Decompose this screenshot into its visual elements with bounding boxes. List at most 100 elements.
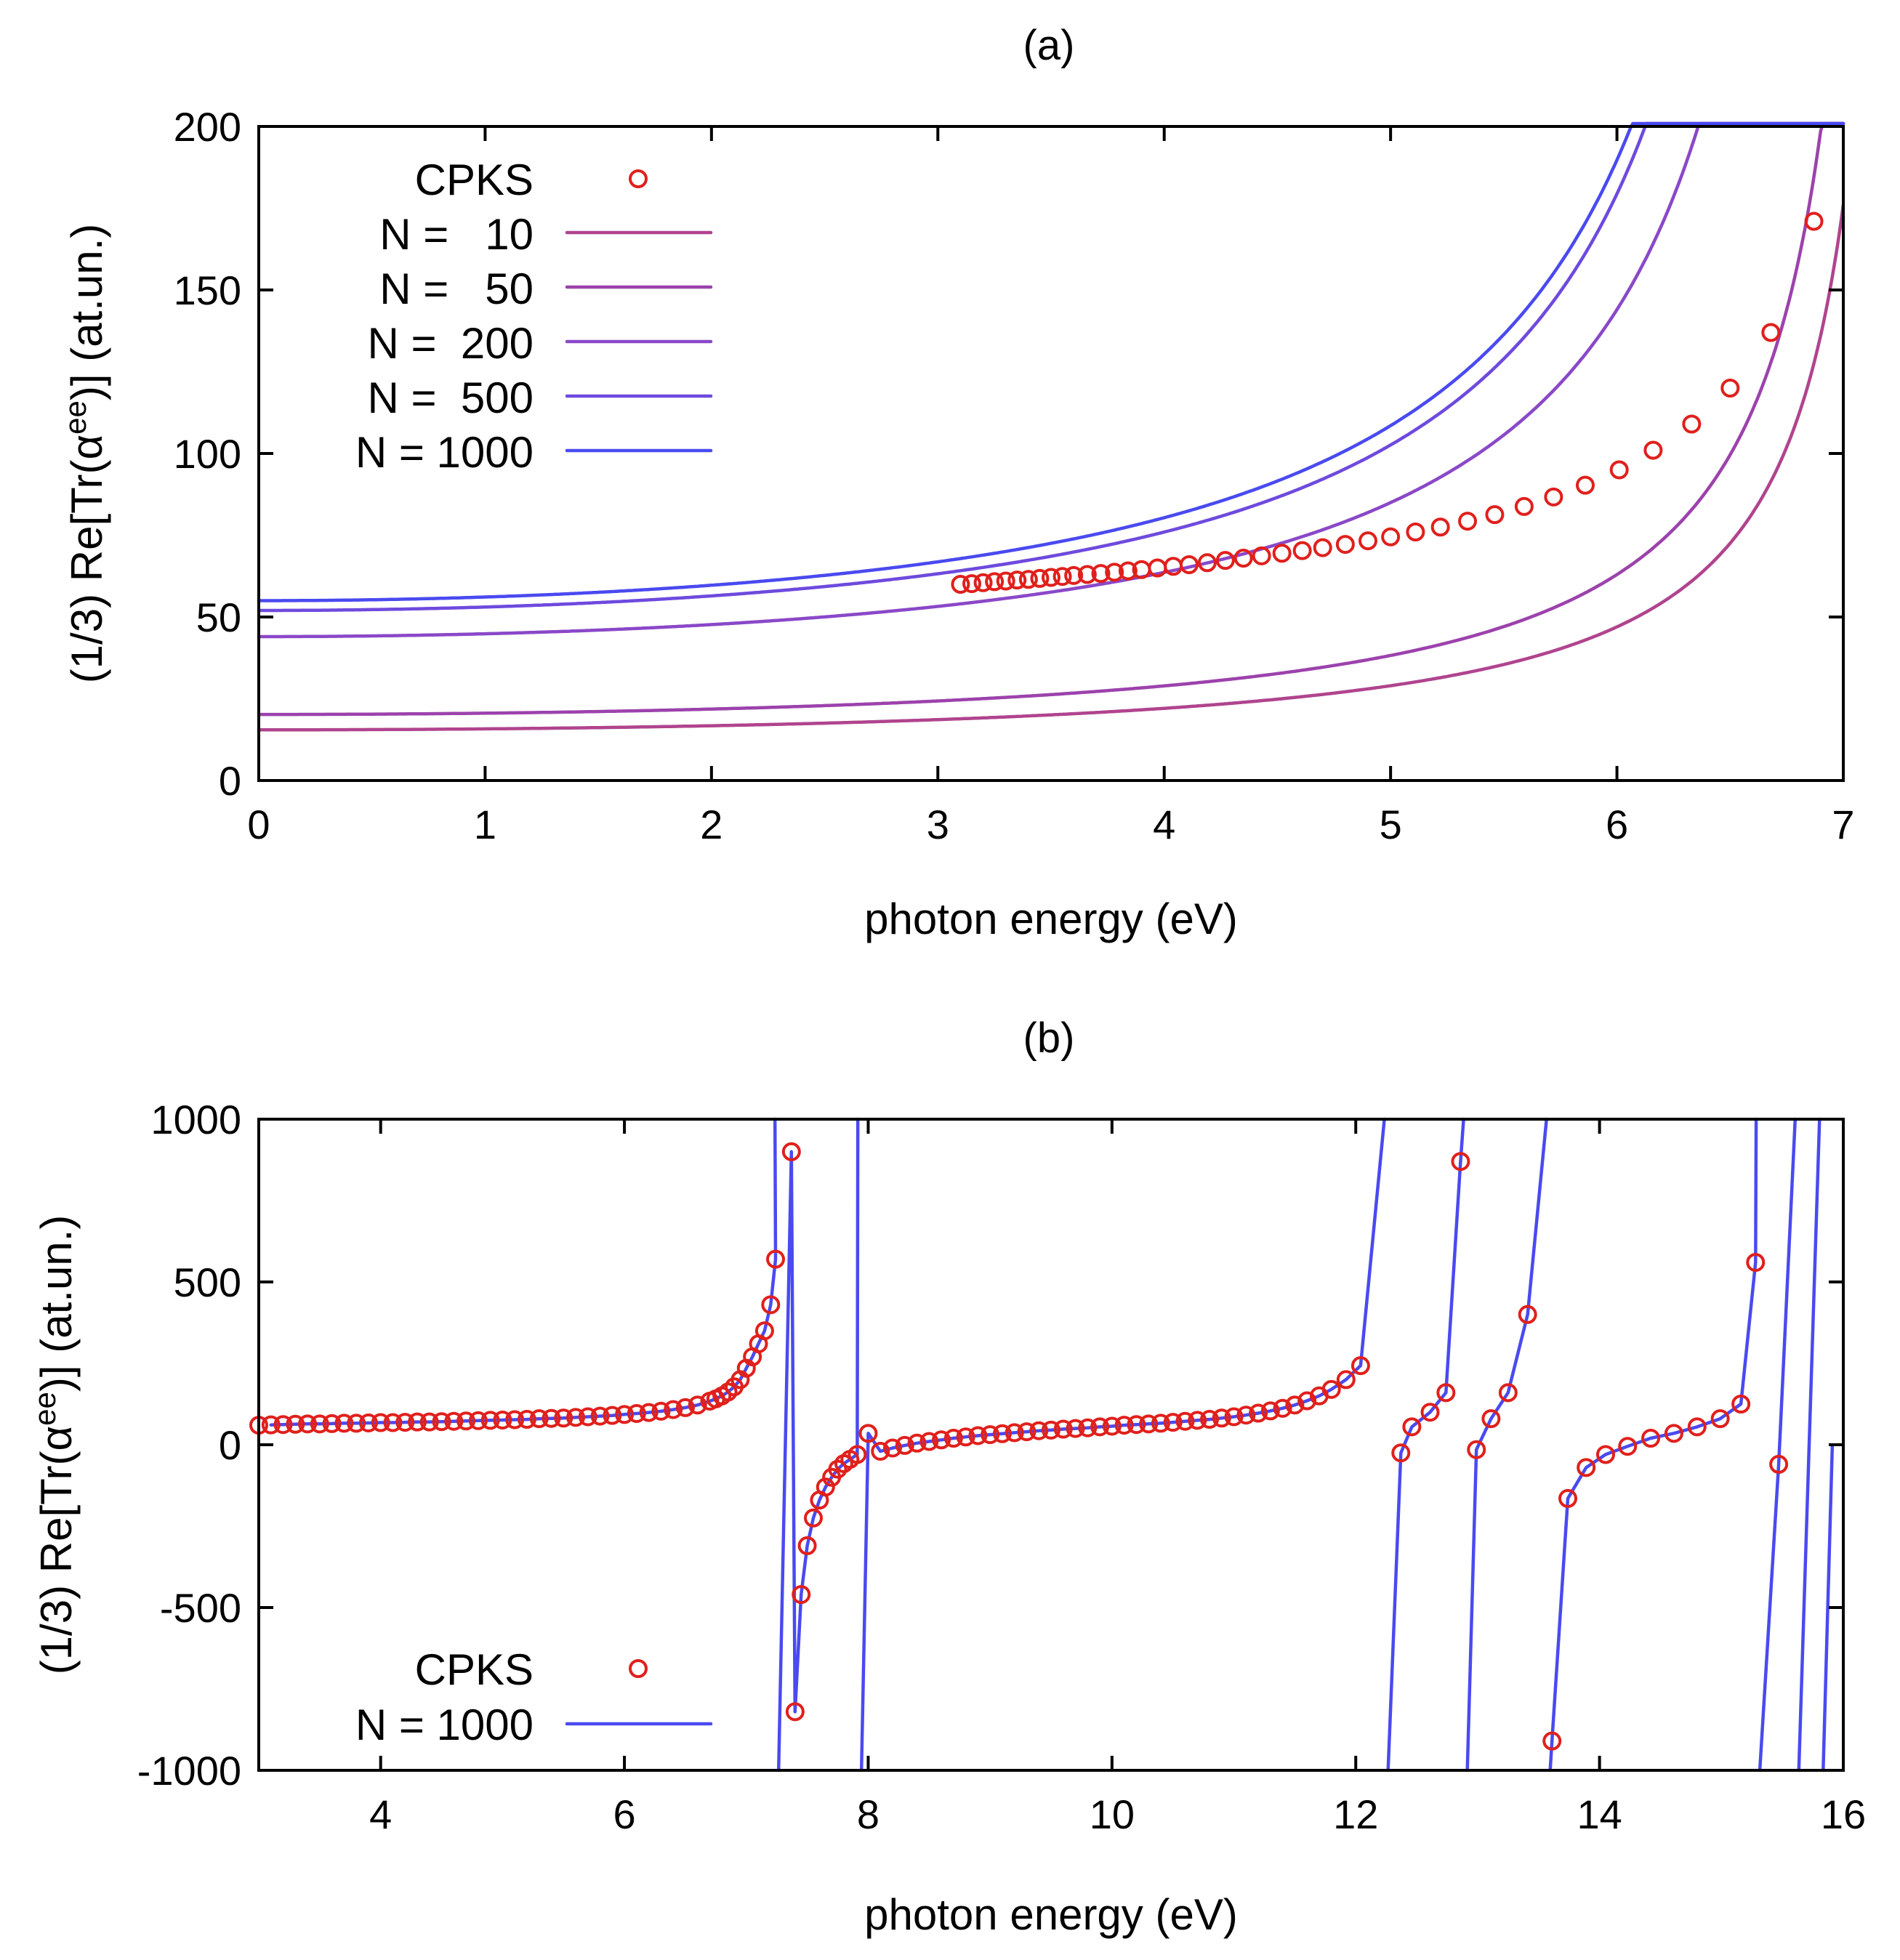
panel-b-cpks-point bbox=[334, 1413, 354, 1433]
panel-b-cpks-point bbox=[754, 1321, 774, 1341]
panel-a: (a) 0 1 2 3 4 5 6 7 0 50 100 150 200 photon energy (… bbox=[58, 22, 1855, 943]
panel-b-cpks-point bbox=[1175, 1411, 1195, 1431]
panel-a-cpks-point bbox=[1358, 531, 1377, 551]
panel-b-cpks-point bbox=[627, 1403, 646, 1423]
panel-b-cpks-point bbox=[480, 1411, 500, 1430]
legend-a-label-n50: N = 50 bbox=[379, 265, 534, 313]
panel-a-cpks-point bbox=[1575, 475, 1595, 495]
panel-b: (b) 4 6 8 10 12 14 16 -1000 -500 0 500 1000 photon … bbox=[28, 1015, 1866, 1939]
panel-b-line-n1000 bbox=[1386, 1117, 1465, 1773]
panel-b-cpks-point bbox=[310, 1414, 329, 1434]
panel-b-cpks-point bbox=[419, 1412, 439, 1432]
panel-b-cpks-point bbox=[675, 1398, 695, 1417]
panel-a-cpks-point bbox=[1430, 517, 1450, 537]
panel-a-cpks-point bbox=[1292, 541, 1312, 560]
panel-b-cpks-point bbox=[1139, 1414, 1159, 1434]
panel-b-cpks-point bbox=[968, 1426, 988, 1445]
panel-b-x-axis-label: photon energy (eV) bbox=[864, 1890, 1238, 1939]
panel-a-cpks-point bbox=[1064, 565, 1084, 585]
panel-b-cpks-point bbox=[1687, 1417, 1707, 1437]
panel-b-cpks-point bbox=[1558, 1488, 1578, 1508]
panel-b-cpks-point bbox=[1731, 1395, 1751, 1413]
panel-a-cpks-point bbox=[1272, 544, 1292, 563]
panel-a-cpks-point bbox=[1381, 527, 1401, 547]
panel-a-xtick-label: 5 bbox=[1380, 802, 1402, 847]
panel-b-cpks-point bbox=[505, 1410, 525, 1429]
panel-b-cpks-point bbox=[1017, 1422, 1036, 1442]
panel-b-cpks-point bbox=[785, 1702, 805, 1722]
panel-b-cpks-point bbox=[1236, 1406, 1256, 1425]
panel-a-y-axis-label: (1/3) Re[Tr(αee)] (at.un.) bbox=[58, 224, 111, 684]
panel-a-cpks-point bbox=[1007, 570, 1027, 590]
panel-b-y-axis-label: (1/3) Re[Tr(αee)] (at.un.) bbox=[28, 1215, 81, 1675]
panel-a-ytick-label: 200 bbox=[174, 104, 241, 150]
panel-b-cpks-point bbox=[1664, 1424, 1683, 1443]
panel-a-ytick-label: 100 bbox=[174, 431, 241, 477]
panel-b-cpks-point bbox=[1005, 1423, 1024, 1443]
panel-a-cpks-point bbox=[1118, 561, 1138, 581]
panel-b-ticks: 4 6 8 10 12 14 16 -1000 -500 0 500 1000 bbox=[137, 1097, 1866, 1837]
panel-a-ytick-label: 50 bbox=[196, 594, 241, 640]
panel-b-cpks-point bbox=[792, 1585, 811, 1605]
panel-b-cpks-point bbox=[554, 1408, 573, 1428]
legend-a-label-n500: N = 500 bbox=[368, 374, 534, 422]
panel-b-cpks-point bbox=[432, 1412, 451, 1432]
legend-a-label-n10: N = 10 bbox=[379, 210, 534, 259]
panel-a-cpks-point bbox=[1252, 546, 1271, 565]
panel-b-cpks-point bbox=[1114, 1416, 1134, 1435]
panel-b-cpks-point bbox=[1420, 1403, 1440, 1422]
panel-b-cpks-point bbox=[943, 1429, 963, 1448]
panel-b-cpks-point bbox=[578, 1407, 597, 1427]
panel-b-xtick-label: 10 bbox=[1090, 1791, 1135, 1837]
panel-a-cpks-point bbox=[1077, 565, 1097, 584]
panel-a-cpks-point bbox=[1458, 512, 1478, 531]
panel-a-cpks-point bbox=[1682, 414, 1702, 434]
panel-a-line-n1000 bbox=[257, 121, 1845, 602]
panel-b-cpks-point bbox=[1066, 1419, 1085, 1438]
panel-b-cpks-point bbox=[651, 1401, 671, 1421]
panel-b-cpks-point bbox=[766, 1249, 786, 1269]
panel-b-xtick-label: 8 bbox=[857, 1791, 879, 1837]
panel-b-line-n1000 bbox=[1548, 1117, 1758, 1773]
panel-b-cpks-point bbox=[1163, 1413, 1183, 1432]
panel-b-cpks-point bbox=[992, 1424, 1012, 1443]
panel-a-ytick-label: 0 bbox=[219, 758, 241, 804]
panel-b-cpks-point bbox=[395, 1413, 415, 1432]
panel-a-cpks-point bbox=[1052, 567, 1072, 586]
panel-b-cpks-point bbox=[1350, 1356, 1370, 1376]
panel-b-cpks-point bbox=[615, 1405, 635, 1424]
legend-b-marker-cpks bbox=[629, 1659, 648, 1678]
panel-b-line-n1000 bbox=[1797, 1117, 1821, 1773]
panel-a-cpks-point bbox=[1105, 562, 1124, 582]
panel-b-cpks-point bbox=[848, 1445, 867, 1464]
panel-b-cpks-point bbox=[1273, 1398, 1292, 1418]
panel-b-cpks-point bbox=[590, 1406, 610, 1426]
panel-b-line-n1000 bbox=[1465, 1117, 1548, 1773]
panel-b-line-n1000 bbox=[776, 1117, 860, 1773]
panel-b-cpks-point bbox=[956, 1427, 975, 1447]
panel-b-cpks-point bbox=[566, 1408, 585, 1427]
panel-b-cpks-point bbox=[1391, 1443, 1411, 1463]
panel-b-cpks-point bbox=[1127, 1415, 1146, 1435]
panel-b-cpks-point bbox=[1618, 1437, 1638, 1456]
panel-b-cpks-point bbox=[797, 1536, 817, 1555]
panel-b-ytick-label: 1000 bbox=[150, 1097, 241, 1142]
panel-a-cpks-point bbox=[1233, 549, 1253, 568]
panel-a-legend: CPKS N = 10 N = 50 N = 200 N = 500 N = 1… bbox=[355, 156, 713, 477]
panel-a-cpks-point bbox=[1179, 555, 1199, 574]
panel-a-cpks-point bbox=[1197, 553, 1217, 573]
panel-b-cpks-point bbox=[932, 1430, 951, 1450]
panel-a-cpks-point bbox=[1091, 564, 1111, 584]
panel-b-cpks-point bbox=[883, 1438, 902, 1458]
panel-b-ytick-label: -500 bbox=[160, 1585, 241, 1631]
panel-b-cpks-point bbox=[1641, 1429, 1661, 1448]
panel-b-cpks-point bbox=[1577, 1458, 1596, 1477]
panel-a-series-group bbox=[257, 121, 1845, 732]
panel-b-cpks-point bbox=[1451, 1152, 1470, 1171]
panel-b-cpks-point bbox=[688, 1395, 707, 1415]
panel-b-cpks-point bbox=[1212, 1408, 1231, 1428]
panel-b-cpks-point bbox=[493, 1410, 512, 1429]
panel-b-cpks-point bbox=[1260, 1401, 1280, 1421]
legend-a-marker-cpks bbox=[629, 169, 648, 188]
panel-b-cpks-point bbox=[1542, 1731, 1562, 1751]
